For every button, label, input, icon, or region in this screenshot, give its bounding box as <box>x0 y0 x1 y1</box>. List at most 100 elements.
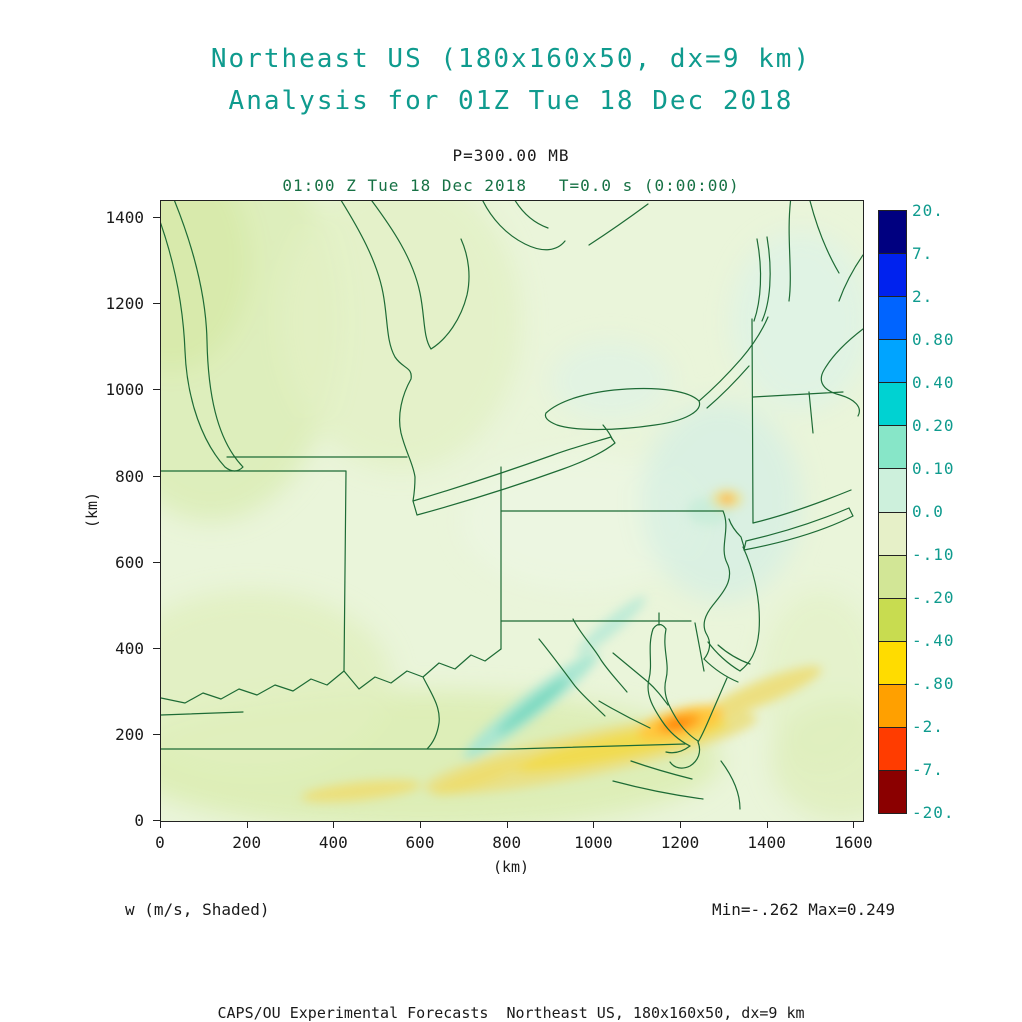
x-axis-label: (km) <box>492 858 530 876</box>
new-england-coast <box>820 254 863 417</box>
lake-ontario-outline <box>544 387 701 431</box>
va-wv-ridge-1 <box>572 618 628 693</box>
shading-layer-broad <box>161 201 863 821</box>
ny-east-border <box>751 318 754 524</box>
x-tick-mark <box>766 821 768 828</box>
colorbar-label: 0.40 <box>912 373 955 392</box>
x-tick-mark <box>593 821 595 828</box>
y-tick-label: 0 <box>134 811 144 830</box>
colorbar-cell <box>879 211 906 255</box>
colorbar-cell <box>879 684 906 728</box>
chesapeake-bay <box>647 612 699 747</box>
colorbar-label: -.20 <box>912 588 955 607</box>
field-label: w (m/s, Shaded) <box>125 900 270 919</box>
x-tick-label: 1200 <box>660 833 700 852</box>
colorbar-label: 0.10 <box>912 459 955 478</box>
colorbar-labels: 20. 7. 2. 0.80 0.40 0.20 0.10 0.0 -.10 -.20 -.40 -.… <box>912 201 992 822</box>
colorbar-cell <box>879 254 906 298</box>
y-tick-label: 1400 <box>105 208 144 228</box>
colorbar-cell <box>879 340 906 384</box>
y-tick-mark <box>153 475 160 477</box>
x-tick-label: 1400 <box>747 833 786 852</box>
georgian-bay <box>371 201 566 350</box>
colorbar-label: -.10 <box>912 545 955 564</box>
valid-time-label: 01:00 Z Tue 18 Dec 2018 T=0.0 s (0:00:00… <box>282 176 740 195</box>
hudson-mouth <box>728 518 745 548</box>
ky-wv-border <box>422 676 440 750</box>
y-tick-mark <box>153 561 160 563</box>
y-tick-mark <box>153 303 160 305</box>
x-tick-label: 400 <box>318 833 348 852</box>
james-river <box>598 700 651 729</box>
y-tick-label: 600 <box>115 552 144 572</box>
x-tick-mark <box>333 821 335 828</box>
colorbar-cell <box>879 555 906 599</box>
lake-erie-outline <box>412 436 616 516</box>
shading-layer-streaks <box>301 489 822 802</box>
map-plot <box>161 201 863 821</box>
y-tick-mark <box>153 820 160 821</box>
y-tick-mark <box>153 389 160 391</box>
colorbar-cell <box>879 727 906 772</box>
bay-mouth-norfolk <box>665 741 701 769</box>
colorbar-label: 2. <box>912 287 934 306</box>
colorbar-cell <box>879 469 906 513</box>
ohio-river-lower <box>161 670 345 704</box>
x-tick-label: 1000 <box>574 833 613 852</box>
michigan-huron-shore <box>340 201 416 502</box>
delaware-river <box>703 510 731 660</box>
state-boundaries <box>161 201 863 810</box>
delaware-bay <box>703 644 751 683</box>
y-axis-label: (km) <box>83 491 101 529</box>
colorbar-label: 0.80 <box>912 330 955 349</box>
st-lawrence-river <box>698 316 769 409</box>
lake-champlain <box>753 236 771 322</box>
x-tick-mark <box>246 821 248 828</box>
y-tick-mark <box>153 647 160 649</box>
x-tick-label: 1600 <box>834 833 873 852</box>
x-tick-label: 0 <box>155 833 165 852</box>
nj-coast <box>707 546 760 672</box>
colorbar-label: -.80 <box>912 674 955 693</box>
colorbar-cell <box>879 598 906 642</box>
colorbar-cell <box>879 771 906 814</box>
pressure-level-label: P=300.00 MB <box>452 146 570 165</box>
colorbar-label: -.40 <box>912 631 955 650</box>
de-md-border <box>694 622 705 672</box>
nh-me-border <box>809 201 840 274</box>
ottawa-river <box>588 203 649 246</box>
y-tick-label: 800 <box>115 466 144 486</box>
y-tick-label: 1200 <box>105 294 144 314</box>
y-tick-mark <box>153 733 160 735</box>
colorbar-cell <box>879 641 906 685</box>
x-tick-label: 200 <box>232 833 262 852</box>
x-tick-mark <box>160 821 161 828</box>
ma-border <box>752 391 844 434</box>
ct-coast <box>752 489 852 524</box>
page-subtitle: Analysis for 01Z Tue 18 Dec 2018 <box>228 86 794 116</box>
y-tick-label: 400 <box>115 638 144 658</box>
x-tick-mark <box>680 821 681 828</box>
colorbar <box>878 210 907 814</box>
colorbar-label: 20. <box>912 201 944 220</box>
colorbar-cell <box>879 512 906 556</box>
colorbar-label: 7. <box>912 244 934 263</box>
x-tick-mark <box>506 821 508 828</box>
indiana-borders <box>161 470 347 672</box>
y-tick-label: 200 <box>115 724 144 744</box>
colorbar-cell <box>879 426 906 470</box>
page-title: Northeast US (180x160x50, dx=9 km) <box>210 44 812 74</box>
y-tick-mark <box>153 217 160 219</box>
colorbar-label: 0.0 <box>912 502 944 521</box>
x-tick-label: 800 <box>492 833 522 852</box>
colorbar-label: -7. <box>912 760 944 779</box>
credit-line: CAPS/OU Experimental Forecasts Northeast… <box>217 1004 805 1022</box>
y-tick-label: 1000 <box>105 380 144 400</box>
nc-sounds <box>612 760 741 810</box>
vt-nh-border <box>788 201 792 302</box>
ky-tn-va-nc-border <box>161 743 686 750</box>
ky-border-short <box>161 711 244 716</box>
colorbar-cell <box>879 297 906 341</box>
x-axis-ticks: 0 200 400 600 800 1000 1200 1400 1600 <box>155 821 873 865</box>
